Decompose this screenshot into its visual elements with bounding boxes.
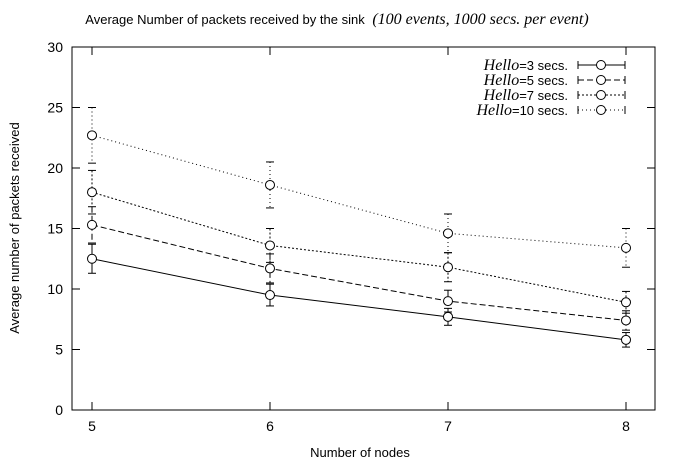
- data-point: [621, 297, 631, 308]
- data-point: [443, 228, 453, 239]
- data-point: [443, 262, 453, 273]
- error-bar: [622, 290, 630, 314]
- series-line: [91, 224, 627, 321]
- y-tick-label: 15: [47, 221, 63, 237]
- error-bar: [88, 107, 96, 164]
- y-axis: 0 5 10 15 20 25 30: [47, 39, 655, 418]
- data-point: [87, 187, 97, 198]
- data-point: [621, 242, 631, 253]
- error-bar: [444, 213, 452, 254]
- series-4: [87, 107, 631, 268]
- y-tick-label: 0: [55, 402, 63, 418]
- data-point: [265, 179, 275, 190]
- data-point: [621, 315, 631, 326]
- legend-item: Hello=7 secs.: [483, 87, 626, 104]
- y-tick-label: 25: [47, 100, 63, 116]
- series-2: [87, 206, 631, 331]
- y-tick-label: 10: [47, 281, 63, 297]
- x-tick-label: 7: [444, 418, 452, 434]
- x-tick-label: 5: [88, 418, 96, 434]
- chart-title: Average Number of packets received by th…: [85, 11, 588, 28]
- data-point: [265, 240, 275, 251]
- series-3: [87, 169, 631, 314]
- error-bar: [266, 161, 274, 209]
- legend-label: Hello=10 secs.: [475, 102, 568, 119]
- legend-item: Hello=10 secs.: [475, 102, 626, 119]
- legend: Hello=3 secs.Hello=5 secs.Hello=7 secs.H…: [475, 57, 626, 119]
- y-tick-label: 5: [55, 342, 63, 358]
- y-tick-label: 30: [47, 39, 63, 55]
- legend-label: Hello=3 secs.: [483, 57, 568, 74]
- series-1: [87, 243, 631, 348]
- data-point: [87, 219, 97, 230]
- chart-title-main: Average Number of packets received by th…: [85, 12, 365, 27]
- legend-item: Hello=5 secs.: [483, 72, 626, 89]
- data-point: [621, 334, 631, 345]
- x-axis: 5 6 7 8: [88, 47, 630, 434]
- data-point: [265, 263, 275, 274]
- series-layer: [87, 107, 631, 348]
- legend-label: Hello=7 secs.: [483, 87, 568, 104]
- data-point: [87, 130, 97, 141]
- legend-item: Hello=3 secs.: [483, 57, 626, 74]
- data-point: [265, 290, 275, 301]
- data-point: [443, 311, 453, 322]
- x-tick-label: 8: [622, 418, 630, 434]
- x-tick-label: 6: [266, 418, 274, 434]
- error-bar: [622, 228, 630, 268]
- x-axis-label: Number of nodes: [310, 445, 410, 460]
- y-tick-label: 20: [47, 160, 63, 176]
- legend-label: Hello=5 secs.: [483, 72, 568, 89]
- series-line: [91, 191, 627, 303]
- series-line: [91, 134, 627, 249]
- data-point: [443, 296, 453, 307]
- data-point: [87, 253, 97, 264]
- y-axis-label: Average number of packets received: [7, 122, 22, 334]
- chart-title-paren: (100 events, 1000 secs. per event): [372, 11, 588, 28]
- series-line: [91, 258, 627, 341]
